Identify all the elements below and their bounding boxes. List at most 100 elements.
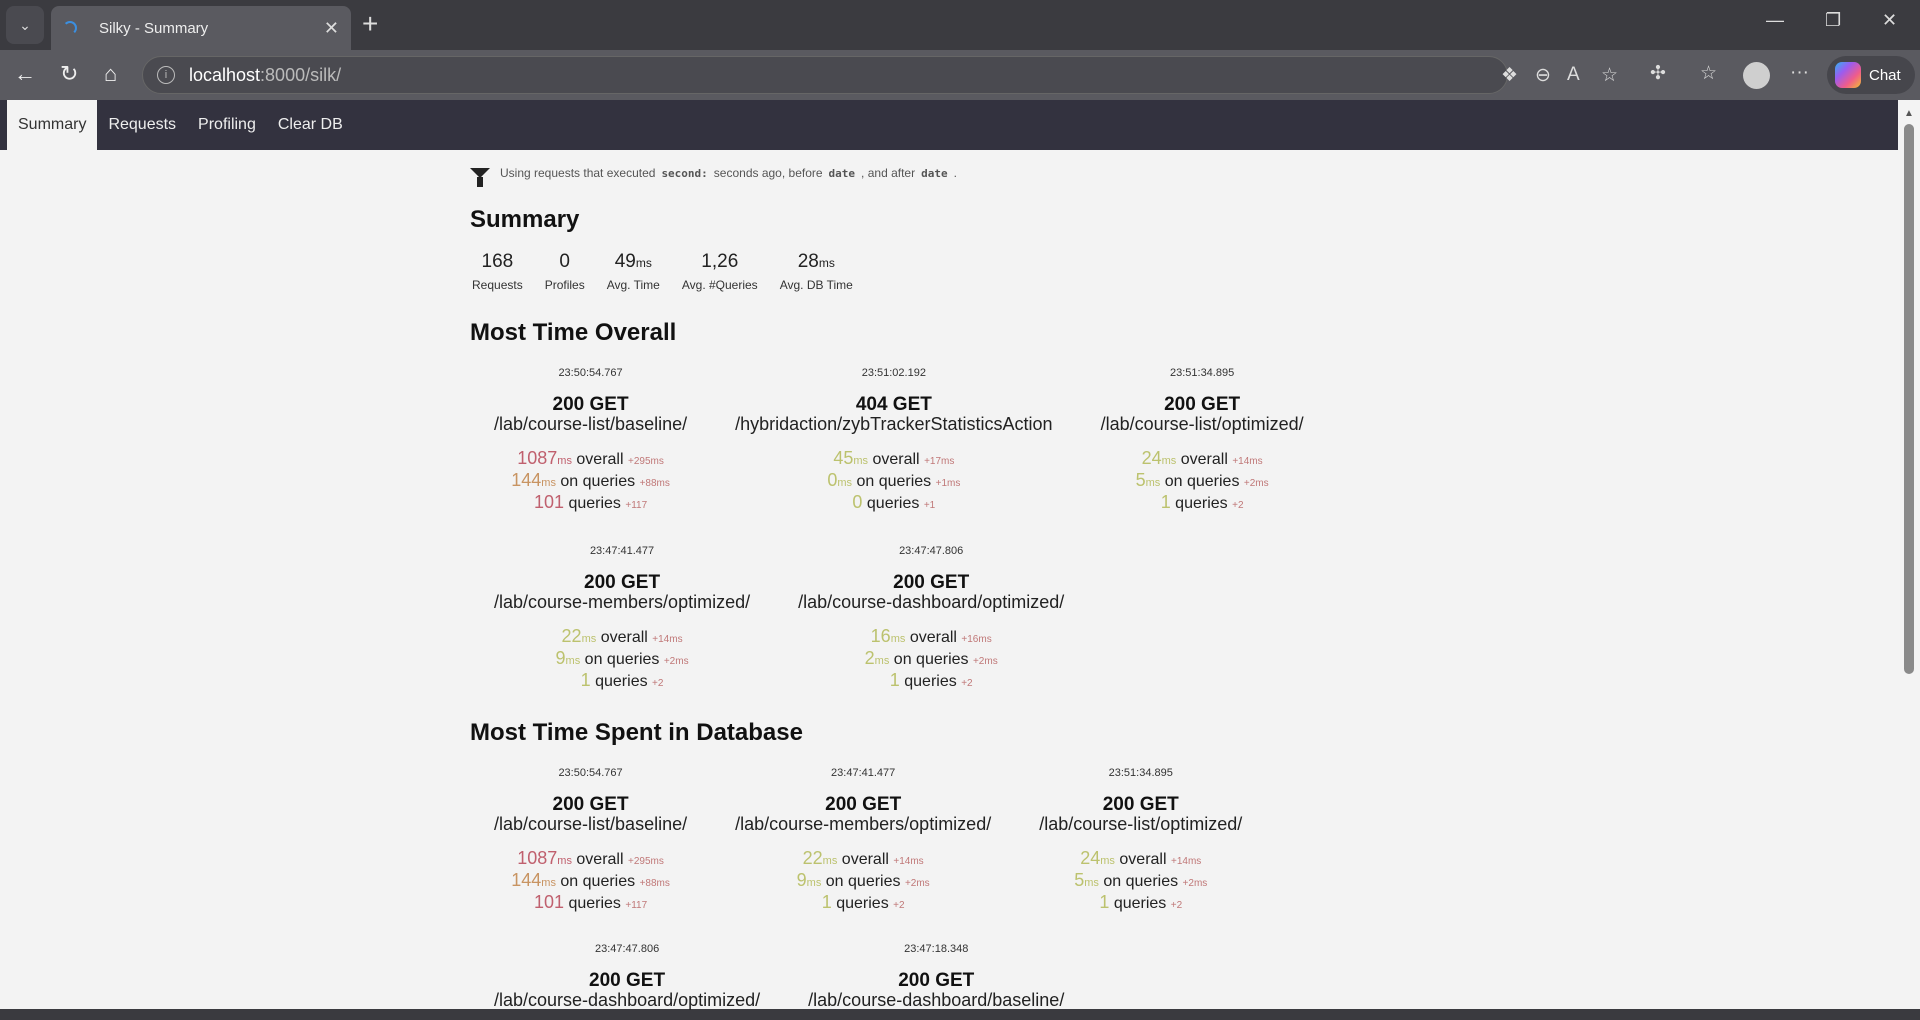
metric-q: 0 queries +1 <box>735 491 1052 513</box>
extensions-icon[interactable]: ✣ <box>1650 63 1666 84</box>
new-tab-button[interactable]: + <box>362 8 379 39</box>
spacer <box>798 611 1064 625</box>
summary-title: Summary <box>470 206 580 233</box>
stat-unit: ms <box>818 256 835 270</box>
tab-list-button[interactable]: ⌄ <box>6 6 44 44</box>
address-bar[interactable]: i localhost:8000/silk/ ❖ ⊖ A ☆ <box>142 56 1618 94</box>
request-card[interactable]: 23:47:41.477 200 GET/lab/course-members/o… <box>711 766 1015 913</box>
metric-value: 101 <box>533 892 564 912</box>
request-row: 23:47:47.806 200 GET/lab/course-dashboard… <box>470 942 1870 1009</box>
back-icon[interactable]: ← <box>14 61 36 86</box>
request-card[interactable]: 23:47:47.806 200 GET/lab/course-dashboard… <box>470 942 784 1009</box>
stat-value: 49ms <box>607 251 660 273</box>
request-path: /lab/course-members/optimized/ <box>735 814 992 834</box>
metric-unit: ms <box>541 877 556 889</box>
before-date-input[interactable]: date <box>828 166 856 180</box>
metric-q: 1 queries +2 <box>1039 891 1242 913</box>
metric-delta: +88ms <box>639 878 670 889</box>
minimize-button[interactable]: — <box>1766 10 1784 30</box>
favorites-icon[interactable]: ☆ <box>1700 63 1718 84</box>
nav-item-clear-db[interactable]: Clear DB <box>277 116 343 133</box>
nav-item-requests[interactable]: Requests <box>108 116 177 133</box>
metric-value: 101 <box>533 492 564 512</box>
summary-stat: 49ms Avg. Time <box>607 251 660 293</box>
spacer <box>735 433 1052 447</box>
metric-label: on queries <box>825 873 901 890</box>
metric-delta: +2ms <box>972 656 998 667</box>
request-card[interactable]: 23:50:54.767 200 GET/lab/course-list/base… <box>470 766 711 913</box>
metric-delta: +2 <box>893 900 905 911</box>
request-card[interactable]: 23:50:54.767 200 GET/lab/course-list/base… <box>470 366 711 513</box>
stat-label: Avg. Time <box>606 278 660 292</box>
browser-tab[interactable]: Silky - Summary ✕ <box>51 6 351 50</box>
request-path: /hybridaction/zybTrackerStatisticsAction <box>735 414 1053 434</box>
nav-item-summary[interactable]: Summary <box>7 100 98 150</box>
metric-overall: 45ms overall +17ms <box>735 447 1052 469</box>
request-status: 200 GET <box>589 970 666 991</box>
profile-avatar[interactable] <box>1743 62 1770 89</box>
metric-db: 5ms on queries +2ms <box>1039 869 1242 891</box>
request-card[interactable]: 23:51:34.895 200 GET/lab/course-list/opti… <box>1015 766 1266 913</box>
after-date-input[interactable]: date <box>921 166 948 180</box>
chat-button[interactable]: Chat <box>1827 56 1915 94</box>
restore-button[interactable]: ❐ <box>1825 10 1842 30</box>
scrollbar-thumb[interactable] <box>1904 124 1914 674</box>
metric-db: 9ms on queries +2ms <box>735 869 991 891</box>
zoom-out-icon[interactable]: ⊖ <box>1535 65 1551 86</box>
metric-delta: +117 <box>625 900 648 911</box>
request-row: 23:50:54.767 200 GET/lab/course-list/base… <box>470 366 1870 513</box>
request-card[interactable]: 23:51:02.192 404 GET/hybridaction/zybTrac… <box>711 366 1076 513</box>
request-time: 23:47:47.806 <box>594 943 660 955</box>
request-card[interactable]: 23:47:18.348 200 GET/lab/course-dashboard… <box>784 942 1088 1009</box>
request-row: 23:50:54.767 200 GET/lab/course-list/base… <box>470 766 1870 913</box>
favorite-star-icon[interactable]: ☆ <box>1601 65 1619 86</box>
metric-delta: +2 <box>652 678 664 689</box>
request-path: /lab/course-list/optimized/ <box>1039 814 1243 834</box>
stat-value: 1,26 <box>682 251 758 273</box>
request-status: 200 GET <box>893 572 970 593</box>
copilot-icon[interactable]: ❖ <box>1501 65 1519 86</box>
metric-label: on queries <box>1164 473 1240 490</box>
metric-unit: ms <box>806 877 822 889</box>
metric-unit: ms <box>1145 477 1161 489</box>
filter-icon[interactable] <box>470 168 490 187</box>
close-tab-icon[interactable]: ✕ <box>323 17 339 38</box>
address-toolbar: ← ↻ ⌂ i localhost:8000/silk/ ❖ ⊖ A ☆ ✣ ☆… <box>0 50 1920 100</box>
metric-q: 101 queries +117 <box>494 891 687 913</box>
metric-label: overall <box>909 629 957 646</box>
request-status: 404 GET <box>855 394 932 415</box>
request-path: /lab/course-members/optimized/ <box>494 592 751 612</box>
site-info-icon[interactable]: i <box>157 66 175 84</box>
silk-nav: Summary Requests Profiling Clear DB <box>0 100 1898 150</box>
spacer <box>494 833 687 847</box>
metric-delta: +117 <box>625 500 648 511</box>
more-menu-icon[interactable]: ··· <box>1790 62 1809 83</box>
read-aloud-icon[interactable]: A <box>1567 64 1580 85</box>
metric-label: overall <box>1180 451 1228 468</box>
home-icon[interactable]: ⌂ <box>104 61 118 86</box>
metric-overall: 1087ms overall +295ms <box>494 447 687 469</box>
metric-delta: +14ms <box>652 634 683 645</box>
scroll-up-icon[interactable]: ▲ <box>1904 108 1914 119</box>
request-card[interactable]: 23:47:47.806 200 GET/lab/course-dashboard… <box>774 544 1088 691</box>
scrollbar[interactable]: ▲ <box>1898 100 1920 1009</box>
refresh-icon[interactable]: ↻ <box>60 61 79 86</box>
metric-value: 144 <box>511 470 542 490</box>
nav-item-profiling[interactable]: Profiling <box>198 116 256 133</box>
url-host: localhost <box>189 64 261 85</box>
request-card[interactable]: 23:47:41.477 200 GET/lab/course-members/o… <box>470 544 774 691</box>
metric-value: 144 <box>511 870 542 890</box>
request-status: 200 GET <box>1102 794 1179 815</box>
request-card[interactable]: 23:51:34.895 200 GET/lab/course-list/opti… <box>1077 366 1328 513</box>
metric-q: 101 queries +117 <box>494 491 687 513</box>
stat-number: 0 <box>559 251 570 272</box>
metric-value: 1 <box>1099 892 1110 912</box>
metric-unit: ms <box>557 455 572 467</box>
metric-label: overall <box>872 451 920 468</box>
metric-unit: ms <box>822 855 838 867</box>
seconds-input[interactable]: second: <box>661 166 708 180</box>
request-status: 200 GET <box>584 572 661 593</box>
request-path: /lab/course-dashboard/optimized/ <box>494 990 761 1010</box>
url-path: :8000/silk/ <box>260 64 342 85</box>
close-window-button[interactable]: ✕ <box>1882 10 1898 30</box>
